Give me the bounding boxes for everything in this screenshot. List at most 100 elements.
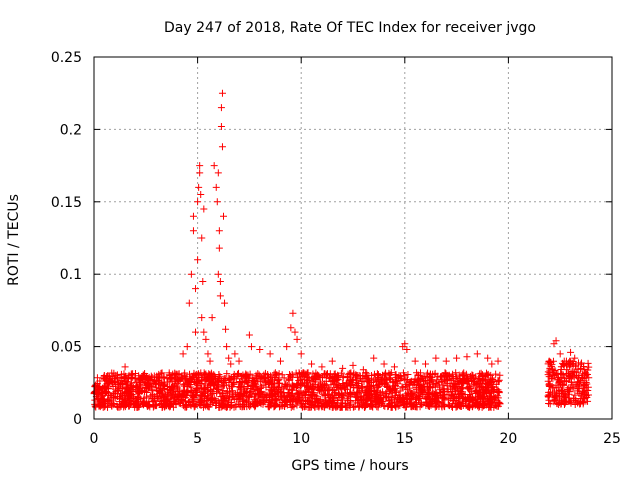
data-point <box>455 382 463 390</box>
data-point <box>482 380 490 388</box>
data-point <box>388 399 396 407</box>
data-point <box>441 388 449 396</box>
data-point <box>304 384 312 392</box>
data-point <box>442 357 450 365</box>
data-point <box>456 392 464 400</box>
data-point <box>487 379 495 387</box>
data-point <box>415 389 423 397</box>
data-point <box>281 380 289 388</box>
data-point <box>404 394 412 402</box>
data-point <box>376 389 384 397</box>
data-point <box>181 380 189 388</box>
data-point <box>453 401 461 409</box>
data-point <box>429 390 437 398</box>
data-point <box>392 378 400 386</box>
data-point <box>343 394 351 402</box>
data-point <box>368 402 376 410</box>
data-point <box>334 402 342 410</box>
data-point <box>468 396 476 404</box>
data-point <box>445 402 453 410</box>
data-point <box>121 363 129 371</box>
data-point <box>206 357 214 365</box>
data-point <box>275 370 283 378</box>
data-point <box>276 357 284 365</box>
data-point <box>293 335 301 343</box>
data-point <box>180 389 188 397</box>
data-point <box>198 380 206 388</box>
data-point <box>370 370 378 378</box>
data-point <box>230 379 238 387</box>
data-point <box>186 381 194 389</box>
data-point <box>558 397 566 405</box>
data-point <box>441 395 449 403</box>
data-point <box>134 388 142 396</box>
data-point <box>107 377 115 385</box>
data-point <box>288 386 296 394</box>
data-point <box>549 375 557 383</box>
data-point <box>155 388 163 396</box>
data-point <box>273 397 281 405</box>
data-point <box>495 376 503 384</box>
data-point <box>218 89 226 97</box>
data-point <box>435 399 443 407</box>
data-point <box>346 377 354 385</box>
data-point <box>545 396 553 404</box>
data-point <box>207 386 215 394</box>
data-point <box>121 391 129 399</box>
data-point <box>218 143 226 151</box>
plot-frame <box>93 56 613 420</box>
data-point <box>291 328 299 336</box>
data-point <box>441 369 449 377</box>
data-point <box>148 395 156 403</box>
data-point <box>114 392 122 400</box>
data-point <box>287 391 295 399</box>
data-point <box>408 377 416 385</box>
data-point <box>444 401 452 409</box>
data-point <box>217 123 225 131</box>
y-tick-label: 0.1 <box>60 267 82 283</box>
data-point <box>289 383 297 391</box>
data-point <box>265 403 273 411</box>
y-tick-label: 0.25 <box>51 50 82 66</box>
data-point <box>337 403 345 411</box>
data-point <box>411 375 419 383</box>
data-point <box>260 375 268 383</box>
data-point <box>175 377 183 385</box>
data-point <box>547 374 555 382</box>
data-point <box>294 394 302 402</box>
data-point <box>297 350 305 358</box>
data-point <box>405 381 413 389</box>
data-point <box>563 366 571 374</box>
data-point <box>194 256 202 264</box>
data-point <box>256 378 264 386</box>
data-point <box>214 270 222 278</box>
data-point <box>363 370 371 378</box>
y-tick-label: 0 <box>73 412 82 428</box>
data-point <box>177 395 185 403</box>
data-point <box>426 399 434 407</box>
data-point <box>199 403 207 411</box>
data-point <box>220 402 228 410</box>
data-point <box>216 373 224 381</box>
data-point <box>561 393 569 401</box>
data-point <box>198 314 206 322</box>
data-point <box>295 388 303 396</box>
data-point <box>325 374 333 382</box>
data-point <box>402 376 410 384</box>
data-point <box>213 381 221 389</box>
data-point <box>97 388 105 396</box>
axis-ticks <box>93 56 613 420</box>
data-point <box>363 394 371 402</box>
data-point <box>477 399 485 407</box>
data-point <box>131 375 139 383</box>
data-point <box>574 374 582 382</box>
data-point <box>314 399 322 407</box>
data-point <box>272 371 280 379</box>
data-point <box>349 361 357 369</box>
data-point <box>188 387 196 395</box>
data-point <box>200 328 208 336</box>
data-point <box>381 402 389 410</box>
data-point <box>571 354 579 362</box>
data-point <box>393 394 401 402</box>
data-point <box>360 378 368 386</box>
